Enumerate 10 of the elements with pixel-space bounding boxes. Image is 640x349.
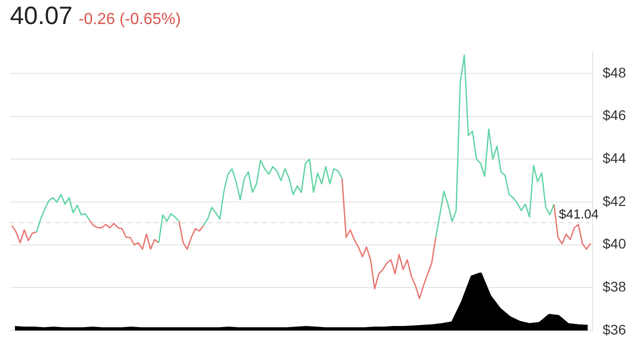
y-tick-label: $46 [602, 107, 626, 124]
y-tick-label: $48 [602, 64, 626, 80]
chart-title: 40.07 [10, 2, 73, 30]
y-tick-label: $40 [602, 236, 626, 252]
ref-line-label: $41.04 [558, 206, 599, 222]
y-tick-label: $44 [602, 150, 626, 166]
chart-subtitle: -0.26 (-0.65%) [78, 11, 181, 28]
y-tick-label: $38 [602, 278, 626, 295]
y-tick-label: $42 [602, 192, 626, 209]
y-tick-label: $36 [602, 321, 626, 338]
